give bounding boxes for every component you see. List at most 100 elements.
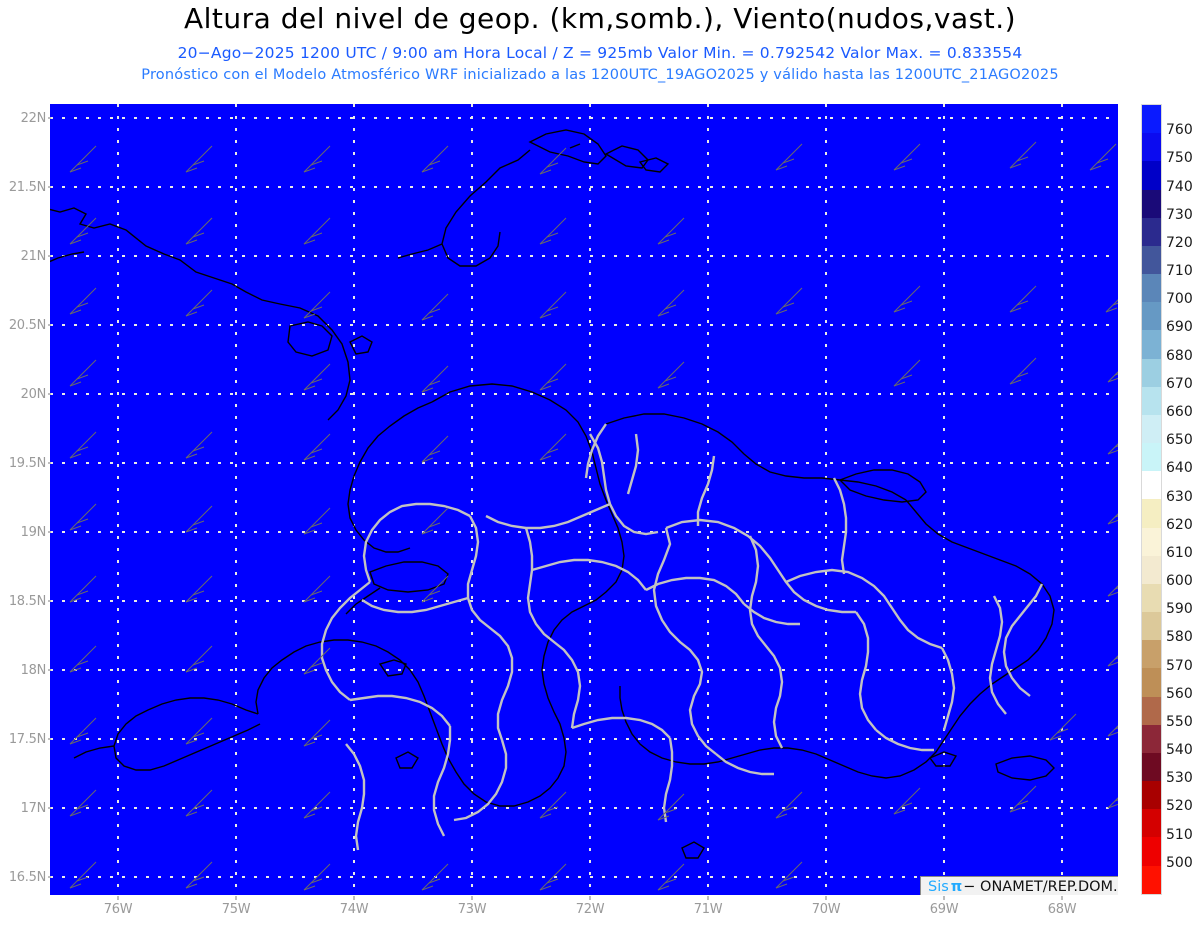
colorbar-tick-label: 750 — [1166, 150, 1193, 167]
colorbar-tick-label: 670 — [1166, 375, 1193, 392]
colorbar-tick-label: 760 — [1166, 122, 1193, 139]
colorbar-tick-label: 650 — [1166, 432, 1193, 449]
x-tick-mark — [471, 896, 473, 900]
brand-label: Sis — [928, 879, 949, 895]
colorbar-tick-label: 500 — [1166, 854, 1193, 871]
y-tick-mark — [48, 393, 51, 395]
colorbar-tick-label: 550 — [1166, 713, 1193, 730]
colorbar-tick-label: 590 — [1166, 601, 1193, 618]
coastlines — [50, 129, 1055, 859]
pi-symbol-icon: π — [950, 879, 963, 895]
attribution-logo-box: Sis π − ONAMET/REP.DOM. — [920, 876, 1118, 895]
colorbar-tick-label: 600 — [1166, 573, 1193, 590]
colorbar-tick-label: 700 — [1166, 291, 1193, 308]
colorbar-tick-label: 660 — [1166, 403, 1193, 420]
province-borders — [320, 423, 1044, 851]
colorbar-swatch — [1142, 837, 1161, 866]
y-tick-label-8: 18N — [20, 663, 47, 678]
colorbar-swatch — [1142, 499, 1161, 528]
x-tick-mark — [707, 896, 709, 900]
colorbar-tick-label: 570 — [1166, 657, 1193, 674]
y-tick-label-10: 17N — [20, 801, 47, 816]
colorbar-swatch — [1142, 809, 1161, 838]
colorbar-tick-label: 520 — [1166, 798, 1193, 815]
colorbar-tick-label: 510 — [1166, 826, 1193, 843]
colorbar-swatch — [1142, 302, 1161, 331]
y-tick-mark — [48, 117, 51, 119]
colorbar-swatch — [1142, 724, 1161, 753]
x-tick-mark — [117, 896, 119, 900]
x-tick-label-0: 76W — [103, 902, 133, 917]
x-tick-label-5: 71W — [693, 902, 723, 917]
y-tick-mark — [48, 186, 51, 188]
y-tick-mark — [48, 738, 51, 740]
colorbar-swatch — [1142, 583, 1161, 613]
map-svg — [50, 104, 1118, 895]
x-tick-mark — [825, 896, 827, 900]
y-tick-mark — [48, 600, 51, 602]
forecast-metadata-line: 20−Ago−2025 1200 UTC / 9:00 am Hora Loca… — [177, 44, 1023, 62]
colorbar-swatch — [1142, 612, 1161, 641]
colorbar-swatch — [1142, 752, 1161, 782]
colorbar-swatch — [1142, 527, 1161, 556]
colorbar-tick-label: 680 — [1166, 347, 1193, 364]
colorbar[interactable] — [1141, 104, 1162, 895]
colorbar-swatch — [1142, 443, 1161, 472]
y-tick-label-2: 21N — [20, 249, 47, 264]
colorbar-swatch — [1142, 105, 1161, 134]
y-tick-mark — [48, 876, 51, 878]
colorbar-tick-label: 690 — [1166, 319, 1193, 336]
colorbar-swatch — [1142, 133, 1161, 162]
y-tick-label-1: 21.5N — [8, 180, 46, 195]
agency-label: − ONAMET/REP.DOM. — [963, 879, 1118, 895]
colorbar-tick-label: 560 — [1166, 685, 1193, 702]
y-tick-mark — [48, 324, 51, 326]
x-tick-mark — [943, 896, 945, 900]
colorbar-swatch — [1142, 696, 1161, 725]
x-tick-label-4: 72W — [575, 902, 605, 917]
y-tick-mark — [48, 255, 51, 257]
colorbar-tick-label: 610 — [1166, 544, 1193, 561]
colorbar-swatch — [1142, 555, 1161, 584]
colorbar-swatch — [1142, 471, 1161, 500]
colorbar-swatch — [1142, 217, 1161, 246]
x-tick-label-3: 73W — [457, 902, 487, 917]
x-tick-label-6: 70W — [811, 902, 841, 917]
y-tick-label-9: 17.5N — [8, 732, 46, 747]
colorbar-tick-label: 720 — [1166, 234, 1193, 251]
colorbar-tick-label: 540 — [1166, 742, 1193, 759]
colorbar-tick-label: 640 — [1166, 460, 1193, 477]
colorbar-swatch — [1142, 640, 1161, 669]
colorbar-swatch — [1142, 865, 1161, 894]
x-tick-mark — [1061, 896, 1063, 900]
x-tick-label-7: 69W — [929, 902, 959, 917]
colorbar-swatch — [1142, 274, 1161, 303]
y-tick-label-11: 16.5N — [8, 870, 46, 885]
colorbar-tick-label: 580 — [1166, 629, 1193, 646]
x-tick-label-2: 74W — [339, 902, 369, 917]
y-tick-label-7: 18.5N — [8, 594, 46, 609]
y-tick-mark — [48, 462, 51, 464]
x-tick-label-8: 68W — [1047, 902, 1077, 917]
y-tick-mark — [48, 531, 51, 533]
colorbar-swatch — [1142, 189, 1161, 218]
y-tick-label-6: 19N — [20, 525, 47, 540]
colorbar-swatch — [1142, 668, 1161, 697]
y-tick-mark — [48, 807, 51, 809]
x-tick-mark — [589, 896, 591, 900]
x-tick-mark — [235, 896, 237, 900]
y-tick-label-4: 20N — [20, 387, 47, 402]
colorbar-tick-label: 730 — [1166, 206, 1193, 223]
map-plot-area[interactable]: Sis π − ONAMET/REP.DOM. — [50, 104, 1118, 895]
x-tick-label-1: 75W — [221, 902, 251, 917]
x-tick-mark — [353, 896, 355, 900]
colorbar-swatch — [1142, 161, 1161, 190]
colorbar-swatch — [1142, 245, 1161, 275]
colorbar-swatch — [1142, 358, 1161, 387]
colorbar-swatch — [1142, 386, 1161, 415]
colorbar-tick-label: 740 — [1166, 178, 1193, 195]
colorbar-swatch — [1142, 330, 1161, 359]
colorbar-swatch — [1142, 414, 1161, 444]
y-tick-label-3: 20.5N — [8, 318, 46, 333]
